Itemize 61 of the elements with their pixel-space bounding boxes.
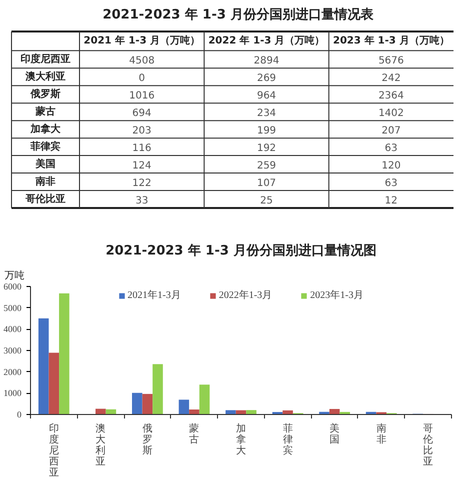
category-label: 澳大利亚 [24, 70, 66, 82]
data-label: 1016 [129, 90, 155, 102]
data-label: 964 [256, 90, 276, 102]
x-tick-label: 俄罗斯 [142, 422, 152, 456]
category-label: 蒙古 [34, 105, 56, 118]
y-tick-label: 2000 [4, 366, 22, 377]
data-label: 203 [132, 125, 152, 136]
data-label: 242 [382, 72, 401, 84]
legend-label: 2022年1-3月 [218, 289, 272, 302]
y-tick-label: 1000 [4, 388, 22, 398]
data-label: 2364 [378, 90, 404, 102]
data-label: 199 [256, 125, 276, 136]
legend-label: 2021年1-3月 [127, 289, 181, 302]
data-label: 2894 [254, 55, 280, 66]
x-tick-label: 澳大利亚 [96, 422, 106, 468]
category-label: 加拿大 [30, 122, 62, 135]
category-label: 哥伦比亚 [24, 192, 66, 205]
data-label: 0 [138, 72, 146, 84]
x-tick-label: 加拿大 [236, 422, 246, 456]
x-tick-label: 哥伦比亚 [423, 424, 434, 468]
data-label: 25 [260, 195, 273, 206]
category-label: 南非 [34, 175, 56, 188]
text: 2021 年 1-3 月（万吨） [84, 34, 200, 47]
y-tick-label: 0 [17, 410, 22, 420]
chart-title: 2021-2023 年 1-3 月份分国别进口量情况图 [106, 244, 376, 258]
data-label: 107 [256, 178, 276, 189]
category-label: 美国 [34, 158, 56, 170]
x-tick-label: 南非 [376, 422, 386, 446]
data-label: 120 [382, 160, 401, 172]
y-tick-label: 4000 [4, 324, 22, 334]
x-tick-label: 蒙古 [189, 422, 200, 446]
data-label: 63 [384, 142, 398, 154]
category-label: 菲律宾 [30, 140, 60, 152]
data-label: 116 [132, 142, 152, 154]
data-label: 4508 [129, 55, 155, 66]
y-tick-label: 3000 [4, 346, 22, 356]
data-label: 1402 [378, 108, 404, 119]
x-tick-label: 印度尼西亚 [48, 422, 59, 478]
data-label: 207 [382, 125, 401, 136]
y-tick-label: 6000 [4, 282, 22, 292]
data-label: 122 [132, 178, 152, 189]
legend-label: 2023年1-3月 [310, 289, 364, 302]
text: 2023 年 1-3 月（万吨） [332, 34, 450, 47]
x-tick-label: 菲律宾 [282, 422, 293, 456]
data-label: 269 [256, 72, 276, 84]
y-axis-title: 万吨 [4, 270, 24, 282]
data-label: 63 [384, 178, 398, 189]
data-label: 124 [132, 160, 152, 172]
data-label: 694 [132, 108, 152, 119]
y-tick-label: 5000 [4, 302, 22, 313]
data-label: 12 [384, 195, 398, 206]
data-label: 192 [256, 142, 276, 154]
text: 2022 年 1-3 月（万吨） [208, 34, 325, 47]
text: 2021-2023 年 1-3 月份分国别进口量情况表 [102, 8, 374, 22]
data-label: 33 [135, 195, 148, 206]
data-label: 5676 [378, 55, 404, 66]
category-label: 印度尼西亚 [20, 52, 70, 65]
data-label: 259 [256, 160, 276, 172]
x-tick-label: 美国 [330, 422, 340, 446]
data-label: 234 [256, 108, 276, 119]
category-label: 俄罗斯 [30, 88, 60, 100]
